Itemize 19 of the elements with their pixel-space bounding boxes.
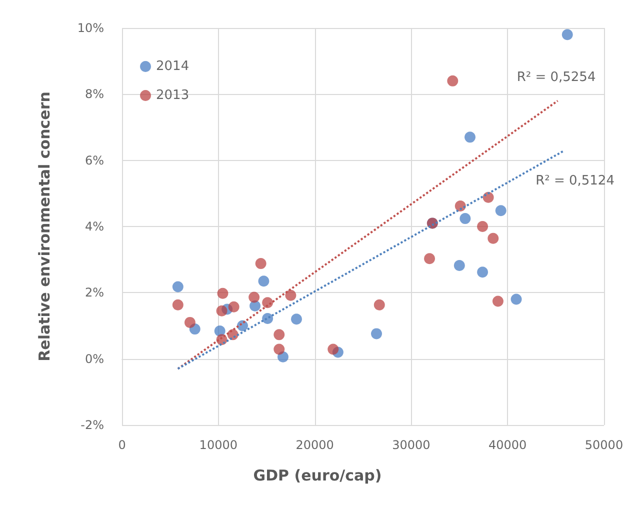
- y-tick-label: 2%: [84, 286, 104, 300]
- x-tick-label: 0: [118, 438, 126, 452]
- y-axis-title: Relative environmental concern: [36, 92, 54, 362]
- x-tick-label: 30000: [392, 438, 430, 452]
- y-tick-label: 6%: [84, 153, 104, 168]
- x-tick-label: 40000: [488, 438, 527, 452]
- y-tick-label: 10%: [77, 21, 104, 35]
- x-tick-label: 10000: [199, 438, 238, 452]
- y-tick-label: 0%: [84, 352, 104, 366]
- x-tick-label: 20000: [296, 438, 334, 452]
- annotation: R² = 0,5254: [516, 70, 596, 85]
- y-tick-label: 8%: [84, 87, 104, 102]
- annotation: R² = 0,5124: [536, 173, 614, 188]
- legend-label: 2014: [156, 59, 190, 74]
- y-tick-label: -2%: [80, 418, 104, 432]
- x-axis-title: GDP (euro/cap): [253, 466, 382, 484]
- x-tick-label: 50000: [584, 438, 624, 452]
- y-tick-label: 4%: [84, 220, 104, 234]
- legend-label: 2013: [156, 88, 190, 103]
